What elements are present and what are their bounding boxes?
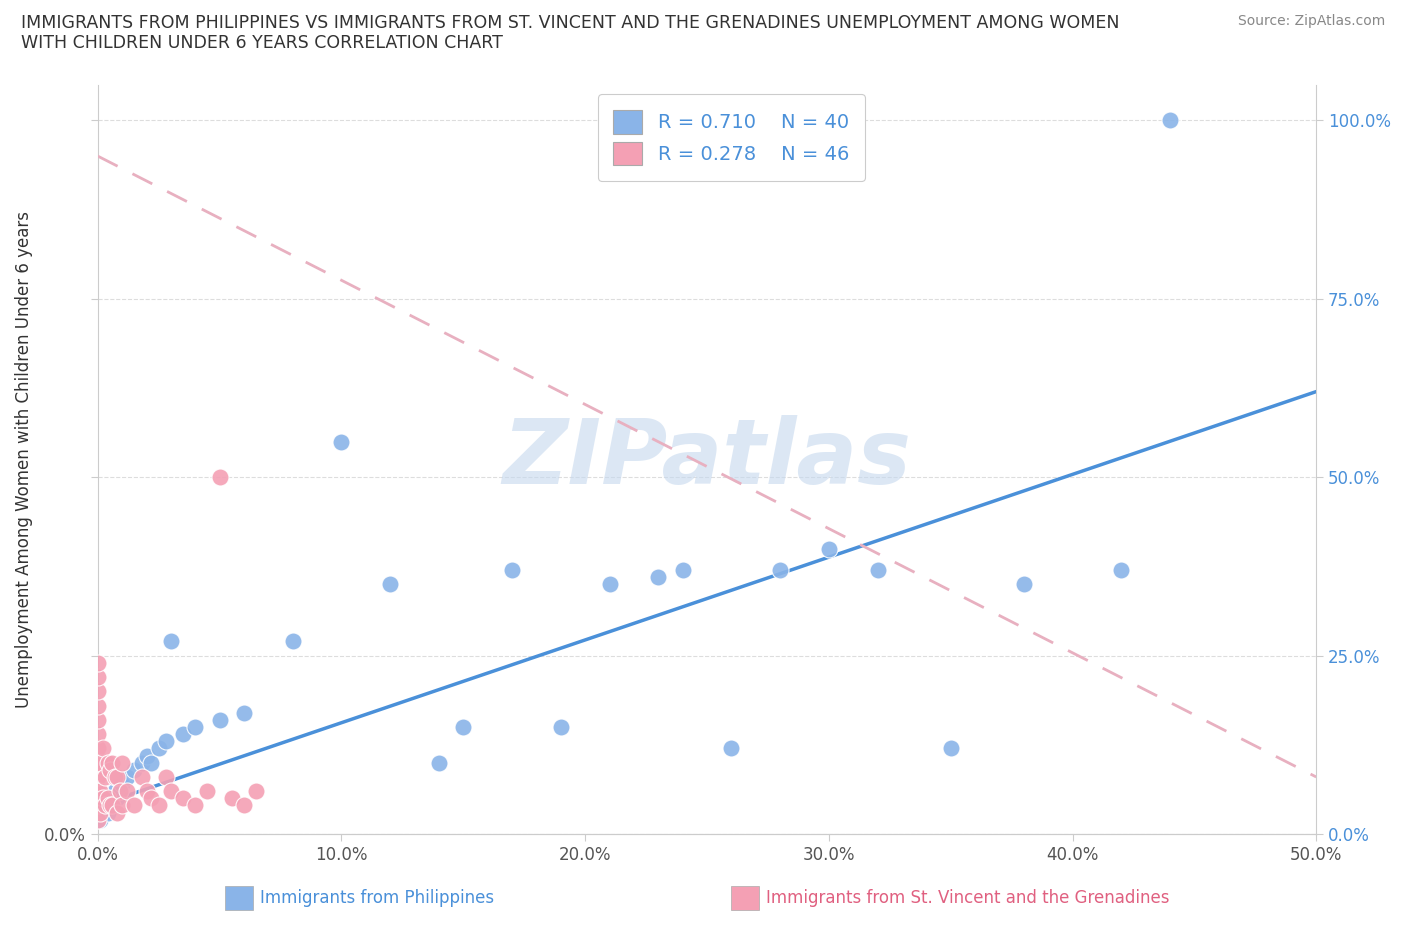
Y-axis label: Unemployment Among Women with Children Under 6 years: Unemployment Among Women with Children U…: [15, 211, 32, 708]
Point: [866, 563, 889, 578]
Point: [105, 769, 128, 784]
Point: [98, 798, 121, 813]
Legend: R = 0.710    N = 40, R = 0.278    N = 46: R = 0.710 N = 40, R = 0.278 N = 46: [598, 95, 865, 180]
Point: [135, 784, 157, 799]
Point: [720, 741, 742, 756]
Point: [155, 734, 177, 749]
Point: [233, 705, 256, 720]
Point: [87, 769, 110, 784]
Point: [96, 805, 118, 820]
Point: [87, 712, 110, 727]
Point: [89, 755, 111, 770]
Point: [131, 755, 153, 770]
Point: [769, 563, 792, 578]
Point: [501, 563, 523, 578]
Point: [380, 577, 402, 591]
Point: [104, 784, 127, 799]
Point: [208, 712, 231, 727]
Text: Source: ZipAtlas.com: Source: ZipAtlas.com: [1237, 14, 1385, 28]
Point: [87, 784, 110, 799]
Point: [104, 769, 127, 784]
Point: [91, 790, 114, 805]
Point: [87, 656, 110, 671]
Point: [172, 790, 194, 805]
Point: [98, 790, 121, 805]
Point: [939, 741, 962, 756]
Point: [87, 684, 110, 698]
Point: [148, 741, 170, 756]
Point: [87, 755, 110, 770]
Point: [550, 720, 572, 735]
Point: [105, 805, 128, 820]
Point: [453, 720, 475, 735]
Text: Immigrants from St. Vincent and the Grenadines: Immigrants from St. Vincent and the Gren…: [766, 889, 1170, 908]
Point: [115, 784, 138, 799]
Point: [124, 798, 146, 813]
Point: [141, 755, 163, 770]
Point: [172, 726, 194, 741]
Point: [197, 784, 219, 799]
Text: WITH CHILDREN UNDER 6 YEARS CORRELATION CHART: WITH CHILDREN UNDER 6 YEARS CORRELATION …: [21, 34, 503, 52]
Point: [599, 577, 621, 591]
Point: [647, 570, 669, 585]
Point: [135, 748, 157, 763]
Point: [108, 784, 131, 799]
Point: [245, 784, 267, 799]
Point: [91, 805, 114, 820]
Text: IMMIGRANTS FROM PHILIPPINES VS IMMIGRANTS FROM ST. VINCENT AND THE GRENADINES UN: IMMIGRANTS FROM PHILIPPINES VS IMMIGRANT…: [21, 14, 1119, 32]
Point: [87, 741, 110, 756]
Point: [148, 798, 170, 813]
Point: [91, 741, 114, 756]
Point: [96, 790, 118, 805]
Point: [427, 755, 450, 770]
Point: [94, 769, 117, 784]
Point: [184, 720, 207, 735]
Point: [817, 541, 839, 556]
Point: [94, 798, 117, 813]
Point: [89, 805, 111, 820]
Point: [672, 563, 695, 578]
Point: [111, 798, 134, 813]
Point: [115, 769, 138, 784]
Point: [87, 726, 110, 741]
Point: [89, 812, 111, 827]
Point: [221, 790, 243, 805]
Point: [1012, 577, 1035, 591]
Point: [131, 769, 153, 784]
Point: [281, 634, 304, 649]
Point: [94, 798, 117, 813]
Point: [1159, 113, 1181, 127]
Point: [101, 798, 124, 813]
Point: [87, 798, 110, 813]
Point: [87, 670, 110, 684]
Point: [233, 798, 256, 813]
Point: [98, 763, 121, 777]
Text: Immigrants from Philippines: Immigrants from Philippines: [260, 889, 495, 908]
Point: [160, 784, 183, 799]
Point: [160, 634, 183, 649]
Point: [111, 755, 134, 770]
Point: [155, 769, 177, 784]
Text: ZIPatlas: ZIPatlas: [502, 416, 911, 503]
Point: [141, 790, 163, 805]
Point: [105, 790, 128, 805]
Point: [101, 755, 124, 770]
Point: [208, 470, 231, 485]
Point: [87, 812, 110, 827]
Point: [101, 798, 124, 813]
Point: [111, 777, 134, 791]
Point: [1109, 563, 1132, 578]
Point: [330, 434, 353, 449]
Point: [184, 798, 207, 813]
Point: [87, 698, 110, 713]
Point: [96, 755, 118, 770]
Point: [124, 763, 146, 777]
Point: [108, 784, 131, 799]
Point: [89, 784, 111, 799]
